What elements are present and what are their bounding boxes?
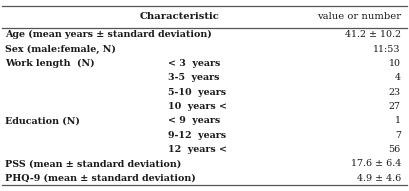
Text: 10  years <: 10 years < bbox=[168, 102, 227, 111]
Text: 7: 7 bbox=[395, 131, 401, 140]
Text: 9-12  years: 9-12 years bbox=[168, 131, 226, 140]
Text: 11:53: 11:53 bbox=[373, 45, 401, 54]
Text: 56: 56 bbox=[389, 145, 401, 154]
Text: 23: 23 bbox=[389, 88, 401, 97]
Text: 3-5  years: 3-5 years bbox=[168, 73, 219, 82]
Text: 17.6 ± 6.4: 17.6 ± 6.4 bbox=[351, 159, 401, 168]
Text: 4: 4 bbox=[395, 73, 401, 82]
Text: 27: 27 bbox=[389, 102, 401, 111]
Text: 41.2 ± 10.2: 41.2 ± 10.2 bbox=[345, 30, 401, 39]
Text: Education (N): Education (N) bbox=[5, 116, 80, 125]
Text: PHQ-9 (mean ± standard deviation): PHQ-9 (mean ± standard deviation) bbox=[5, 174, 196, 183]
Text: 12  years <: 12 years < bbox=[168, 145, 227, 154]
Text: 10: 10 bbox=[389, 59, 401, 68]
Text: < 3  years: < 3 years bbox=[168, 59, 220, 68]
Text: 5-10  years: 5-10 years bbox=[168, 88, 226, 97]
Text: value or number: value or number bbox=[317, 12, 401, 21]
Text: < 9  years: < 9 years bbox=[168, 116, 220, 125]
Text: 4.9 ± 4.6: 4.9 ± 4.6 bbox=[357, 174, 401, 183]
Text: Work length  (N): Work length (N) bbox=[5, 59, 94, 68]
Text: PSS (mean ± standard deviation): PSS (mean ± standard deviation) bbox=[5, 159, 181, 168]
Text: Age (mean years ± standard deviation): Age (mean years ± standard deviation) bbox=[5, 30, 212, 39]
Text: 1: 1 bbox=[395, 116, 401, 125]
Text: Characteristic: Characteristic bbox=[140, 12, 220, 21]
Text: Sex (male:female, N): Sex (male:female, N) bbox=[5, 45, 116, 54]
